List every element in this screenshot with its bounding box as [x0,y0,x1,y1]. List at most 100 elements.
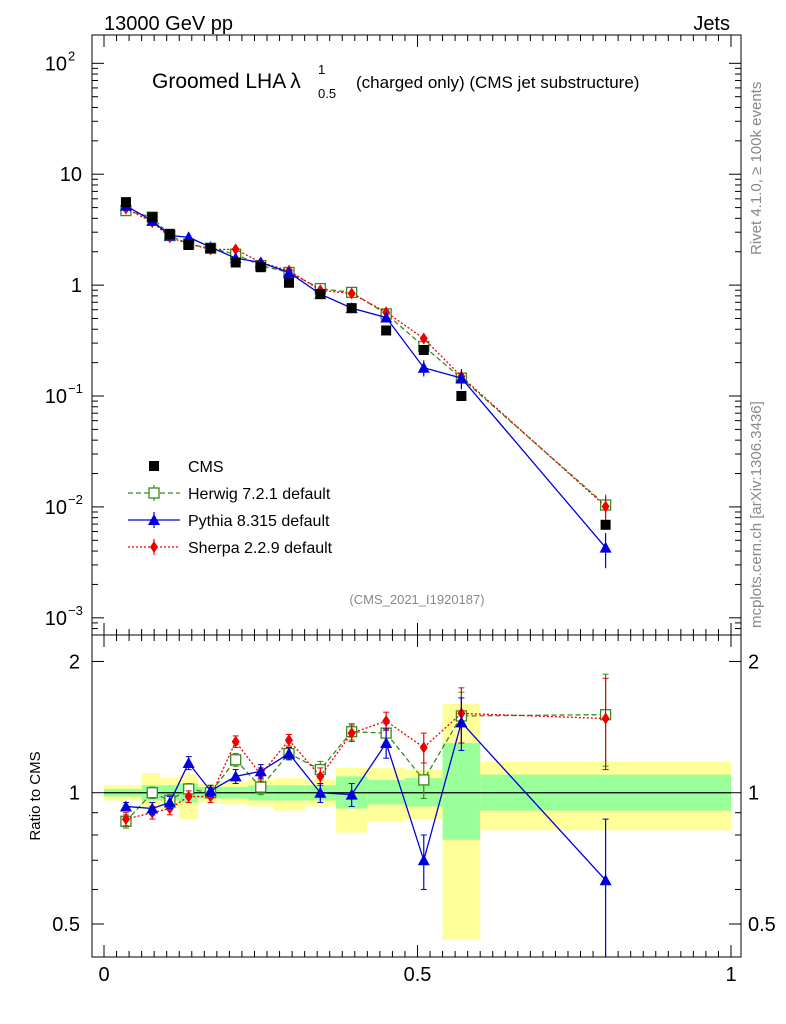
ratio-data-series [119,673,612,958]
ratio-point-sherpa [231,735,240,748]
ratio-point-pythia [182,756,195,768]
y-tick-label: 10 [60,164,82,186]
title-lambda: λ [290,70,301,93]
point-pythia [599,541,612,553]
main-data-series [119,197,612,569]
point-pythia [455,372,468,384]
legend-item-sherpa: Sherpa 2.2.9 default [128,539,333,557]
ratio-y-tick-label-right: 2 [748,651,759,673]
point-cms [600,519,611,530]
band-inner [442,743,481,840]
ratio-point-pythia [345,788,358,800]
side-label-mcplots: mcplots.cern.ch [arXiv:1306.3436] [748,401,765,628]
y-tick-label: 10 [45,497,67,519]
point-cms [315,289,326,300]
ratio-point-herwig [418,774,430,786]
x-tick-label: 0.5 [404,964,432,986]
ratio-line-pythia [125,721,607,881]
ratio-point-pythia [163,796,176,808]
energy-label: 13000 GeV pp [104,13,233,35]
point-pythia [282,266,295,278]
legend-item-cms: CMS [149,459,224,476]
ratio-uncertainty-bands [104,703,731,940]
ratio-y-tick-label: 0.5 [52,914,80,936]
ratio-point-pythia [229,770,242,782]
y-tick-label: 10 [45,53,67,75]
ratio-point-pythia [119,800,132,812]
y-tick-exp: −2 [68,492,83,507]
point-pythia [380,311,393,323]
point-pythia [417,361,430,373]
title-sub: 0.5 [318,86,336,101]
point-sherpa [231,243,240,256]
y-tick-label: 1 [71,275,82,297]
point-cms [147,212,158,223]
legend-label-herwig: Herwig 7.2.1 default [188,486,331,503]
ratio-point-herwig [255,781,267,793]
side-label-rivet: Rivet 4.1.0, ≥ 100k events [748,82,765,255]
ratio-point-pythia [380,737,393,749]
point-cms [255,262,266,273]
point-cms [164,228,175,239]
ratio-point-herwig [146,787,158,799]
ratio-point-sherpa [347,727,356,740]
ratio-axis-ticks: 0.5 0.5 1 1 2 2 0 0.5 1 [52,635,776,986]
ratio-point-sherpa [284,734,293,747]
ratio-y-tick-label-right: 0.5 [748,914,776,936]
series-cms [120,197,611,530]
point-cms [183,239,194,250]
point-cms [120,197,131,208]
ratio-point-sherpa [184,790,193,803]
point-sherpa [601,500,610,513]
ratio-point-sherpa [601,712,610,725]
ratio-point-pythia [417,854,430,866]
title-sup: 1 [318,62,325,77]
point-cms [381,325,392,336]
title-pre: Groomed LHA [152,70,286,93]
ratio-y-tick-label-right: 1 [748,783,759,805]
legend-label-sherpa: Sherpa 2.2.9 default [188,540,333,557]
ratio-y-tick-label: 1 [69,783,80,805]
ratio-point-pythia [282,747,295,759]
legend-marker-pythia [148,514,160,525]
point-cms [205,243,216,254]
ratio-ylabel: Ratio to CMS [27,751,44,840]
y-tick-exp: −1 [68,381,83,396]
legend-label-cms: CMS [188,459,224,476]
ratio-line-herwig [125,714,606,822]
title-post: (charged only) (CMS jet substructure) [356,73,639,92]
series-line-herwig [125,209,607,506]
legend-item-pythia: Pythia 8.315 default [128,512,330,530]
category-label: Jets [693,13,730,35]
ratio-point-sherpa [316,770,325,783]
ratio-point-sherpa [121,813,130,826]
y-tick-label: 10 [45,386,67,408]
legend-label-pythia: Pythia 8.315 default [188,513,330,530]
ratio-point-herwig [230,754,242,766]
point-sherpa [419,332,428,345]
y-tick-label: 10 [45,608,67,630]
ratio-point-pythia [455,716,468,728]
ratio-point-pythia [146,802,159,814]
point-cms [230,257,241,268]
ratio-point-sherpa [419,741,428,754]
y-tick-exp: 2 [68,48,75,63]
point-sherpa [347,287,356,300]
point-cms [283,277,294,288]
x-tick-label: 1 [725,964,736,986]
ratio-y-tick-label: 2 [69,651,80,673]
legend: CMS Herwig 7.2.1 default Pythia 8.315 defa… [128,459,333,557]
legend-item-herwig: Herwig 7.2.1 default [128,485,331,503]
ratio-point-pythia [599,874,612,886]
point-cms [418,344,429,355]
point-cms [346,303,357,314]
ratio-point-pythia [254,765,267,777]
y-tick-exp: −3 [68,603,83,618]
legend-marker-cms [149,461,159,471]
analysis-id: (CMS_2021_I1920187) [349,592,484,607]
x-tick-label: 0 [98,964,109,986]
ratio-point-sherpa [382,715,391,728]
point-pythia [182,231,195,243]
